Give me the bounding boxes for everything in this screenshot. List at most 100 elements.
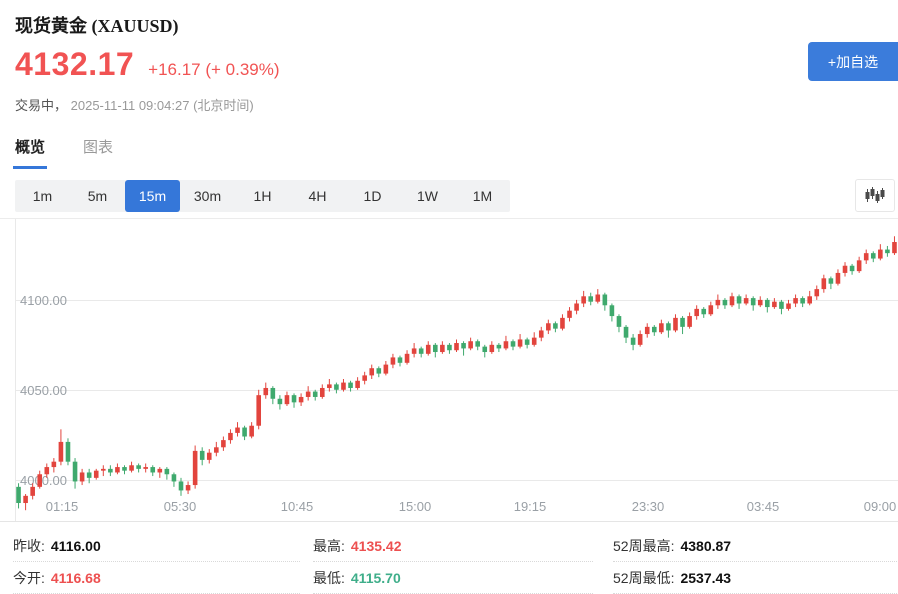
candle	[736, 294, 742, 309]
timeframe-30m[interactable]: 30m	[193, 188, 222, 204]
candle	[588, 292, 594, 306]
x-tick-label: 01:15	[46, 499, 79, 514]
candle	[157, 467, 163, 478]
x-tick-label: 03:45	[747, 499, 780, 514]
x-tick-label: 15:00	[399, 499, 432, 514]
price-chart[interactable]: 4100.00 4050.00 4000.00 01:15 05:30 10:45 15:0…	[0, 218, 898, 522]
candle	[708, 301, 714, 317]
stat-label: 最低:	[313, 569, 345, 586]
candle	[489, 341, 495, 354]
candle	[856, 256, 862, 273]
candle	[284, 391, 290, 406]
candle	[454, 339, 459, 353]
candle	[468, 337, 473, 351]
candle	[482, 344, 488, 358]
timeframe-1H[interactable]: 1H	[253, 188, 272, 204]
candle	[786, 299, 791, 311]
candle	[531, 332, 537, 347]
chart-type-button[interactable]	[855, 179, 895, 212]
candle	[199, 447, 205, 466]
candle	[602, 292, 608, 311]
price-row: 4132.17 +16.17 (+ 0.39%)	[15, 46, 280, 83]
timeframe-1W[interactable]: 1W	[417, 188, 438, 204]
candle	[206, 449, 212, 464]
candle	[878, 244, 883, 261]
candle	[23, 494, 28, 511]
candle	[870, 251, 876, 263]
candle	[327, 378, 332, 392]
candle	[701, 307, 707, 318]
candle	[192, 445, 198, 489]
timeframe-15m[interactable]: 15m	[125, 180, 180, 212]
candle	[560, 314, 565, 331]
candle	[129, 461, 134, 473]
candle	[800, 296, 805, 308]
timeframe-5m[interactable]: 5m	[87, 188, 108, 204]
candle	[58, 429, 64, 466]
candle	[644, 323, 650, 338]
candle	[715, 294, 721, 309]
candle	[425, 341, 431, 356]
candle	[51, 458, 57, 473]
candle	[680, 316, 685, 335]
candle	[101, 465, 106, 477]
candle	[136, 463, 141, 473]
timeframe-4H[interactable]: 4H	[308, 188, 327, 204]
candle	[885, 245, 890, 257]
candle	[546, 319, 551, 335]
timeframe-1m[interactable]: 1m	[32, 188, 53, 204]
timeframe-1D[interactable]: 1D	[363, 188, 382, 204]
candle	[524, 337, 530, 349]
stat-row: 最高: 4135.42	[313, 530, 593, 562]
stat-column: 昨收: 4116.00 今开: 4116.68	[13, 530, 300, 594]
candle	[659, 319, 664, 335]
tab-chart[interactable]: 图表	[83, 139, 114, 156]
candle	[814, 285, 820, 300]
candle	[235, 422, 240, 437]
candle	[341, 378, 346, 392]
candle	[510, 339, 516, 351]
trading-status: 交易中，	[15, 98, 68, 113]
candle	[616, 314, 622, 333]
candle	[673, 314, 678, 333]
add-watchlist-button[interactable]: +加自选	[808, 42, 898, 81]
price-change: +16.17 (+ 0.39%)	[148, 60, 280, 79]
candle	[115, 463, 120, 475]
candle	[369, 364, 375, 379]
tab-overview[interactable]: 概览	[12, 136, 48, 169]
candle	[383, 361, 389, 376]
timeframe-1M[interactable]: 1M	[472, 188, 493, 204]
stat-row: 52周最低: 2537.43	[613, 562, 897, 594]
stat-value: 4135.42	[350, 537, 402, 554]
candle	[305, 386, 311, 401]
stat-value: 4115.70	[350, 569, 401, 586]
stat-row: 今开: 4116.68	[13, 562, 300, 594]
candle	[30, 483, 35, 500]
candle	[595, 289, 601, 304]
candle	[666, 321, 671, 338]
candle	[150, 465, 156, 477]
candle	[270, 386, 276, 405]
candle	[291, 393, 297, 408]
candle	[743, 294, 749, 306]
candle	[348, 380, 353, 392]
candle	[517, 334, 523, 349]
candle	[171, 472, 177, 487]
y-tick-label: 4000.00	[20, 473, 67, 488]
stat-column: 52周最高: 4380.87 52周最低: 2537.43	[613, 530, 897, 594]
candle	[835, 269, 841, 286]
stat-value: 4380.87	[680, 537, 732, 554]
x-tick-label: 23:30	[632, 499, 665, 514]
candle	[143, 463, 148, 473]
candle	[637, 330, 643, 347]
candle	[277, 395, 283, 410]
stat-value: 4116.00	[50, 537, 101, 554]
stat-label: 最高:	[313, 537, 345, 554]
candle	[185, 481, 191, 495]
candle	[122, 465, 127, 475]
candle	[355, 377, 360, 390]
stat-label: 今开:	[13, 569, 45, 586]
candle	[440, 341, 445, 354]
candle	[390, 353, 396, 369]
candle	[503, 335, 509, 351]
